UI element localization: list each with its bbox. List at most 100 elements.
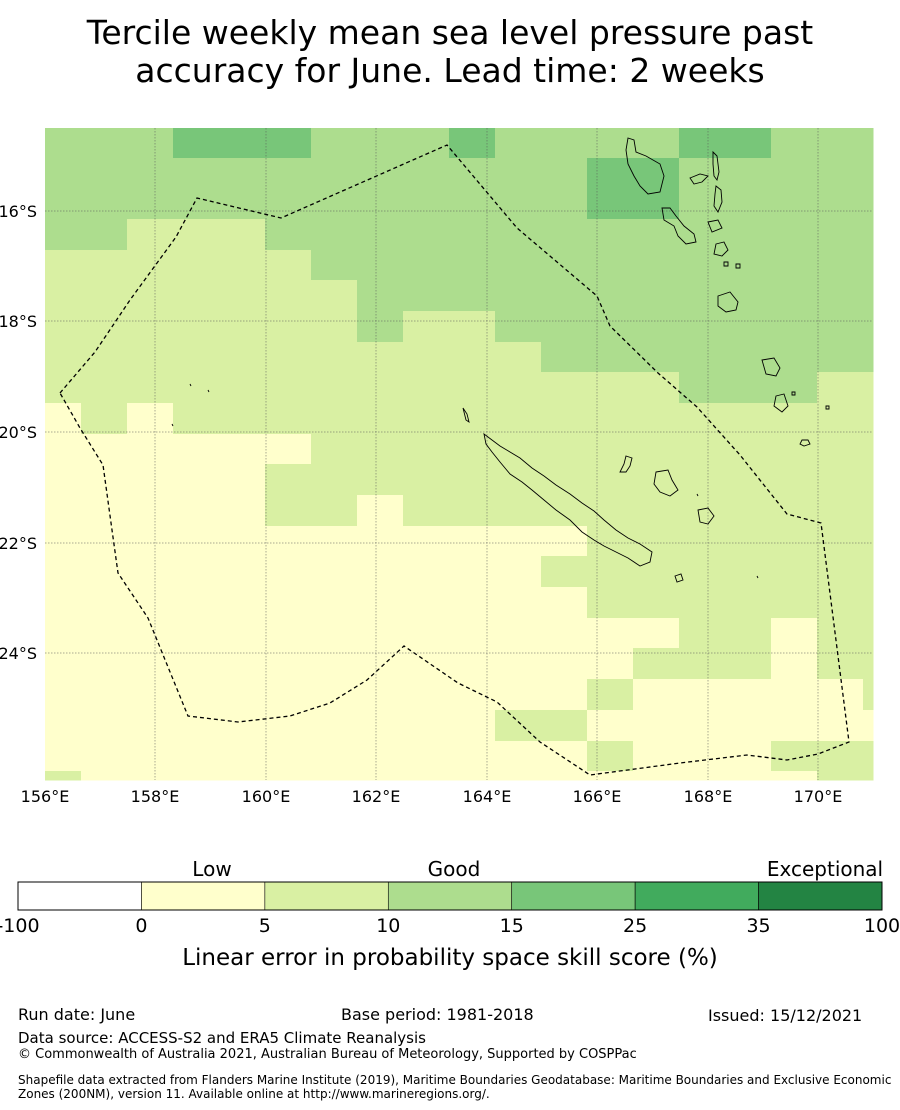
skill-grid-cell [587,679,634,711]
skill-grid-cell [173,158,220,189]
skill-grid-cell [541,434,588,465]
skill-grid-cell [679,250,726,281]
skill-grid-cell [771,280,818,312]
skill-grid-cell [45,679,82,711]
skill-grid-cell [127,372,174,404]
skill-grid-cell [127,342,174,373]
skill-grid-cell [311,771,358,781]
skill-grid-cell [357,342,404,373]
skill-grid-cell [633,188,680,220]
skill-grid-cell [725,587,772,619]
skill-grid-cell [679,219,726,251]
skill-grid-cell [817,128,864,159]
skill-grid-cell [173,741,220,772]
epi-island [713,241,729,257]
skill-grid-cell [495,771,542,781]
skill-grid-cell [541,403,588,435]
skill-grid-cell [771,679,818,711]
skill-grid-cell [817,618,864,649]
espiritu-santo [625,137,665,195]
skill-grid-cell [449,128,496,159]
colorbar-category-exceptional: Exceptional [767,857,883,881]
skill-grid-cell [173,587,220,619]
skill-grid-cell [357,188,404,220]
skill-grid-cell [587,128,634,159]
skill-grid-cell [173,464,220,496]
isle-of-pines [674,573,684,583]
skill-grid-cell [771,556,818,588]
skill-grid-cell [541,188,588,220]
skill-grid-cell [173,771,220,781]
skill-grid-cell [725,556,772,588]
skill-grid-cell [219,250,266,281]
colorbar-swatch [634,881,759,911]
skill-grid-cell [219,434,266,465]
skill-grid-cell [127,526,174,557]
skill-grid-cell [219,311,266,343]
skill-grid-cell [127,128,174,159]
skill-grid-cell [587,710,634,742]
lat-tick: 16°S [0,202,37,221]
skill-grid-cell [633,311,680,343]
skill-grid-cell [311,311,358,343]
skill-grid-cell [679,556,726,588]
skill-grid-cell [449,464,496,496]
skill-grid-cell [357,556,404,588]
skill-grid-cell [173,128,220,159]
skill-grid-cell [45,434,82,465]
skill-grid-cell [311,710,358,742]
skill-grid-cell [725,403,772,435]
skill-grid-cell [725,679,772,711]
skill-grid-cell [633,526,680,557]
skill-grid-cell [357,250,404,281]
skill-grid-cell [81,342,128,373]
skill-grid-cell [45,495,82,527]
skill-grid-cell [495,219,542,251]
skill-grid-cell [311,158,358,189]
run-date: Run date: June [18,1005,136,1024]
skill-grid-cell [311,741,358,772]
chart-title: Tercile weekly mean sea level pressure p… [0,14,900,90]
skill-grid-cell [173,311,220,343]
skill-grid-cell [357,464,404,496]
skill-grid-cell [725,434,772,465]
skill-grid-cell [587,280,634,312]
skill-grid-cell [725,158,772,189]
skill-grid-cell [45,556,82,588]
lat-tick: 22°S [0,534,37,553]
skill-grid-cell [265,526,312,557]
skill-grid-cell [633,495,680,527]
skill-grid-cell [173,679,220,711]
map-figure: 156°E 158°E 160°E 162°E 164°E 166°E 168°… [0,128,900,971]
skill-grid-cell [311,372,358,404]
skill-grid-cell [173,219,220,251]
skill-grid-cell [725,188,772,220]
skill-grid-cell [679,771,726,781]
malekula-island [661,207,697,245]
lat-tick: 24°S [0,644,37,663]
skill-grid-cell [633,280,680,312]
skill-grid-cell [449,587,496,619]
skill-grid-cell [817,158,864,189]
skill-grid-cell [45,158,82,189]
skill-grid-cell [219,219,266,251]
skill-grid-cell [311,188,358,220]
colorbar-tick-label: 100 [864,915,900,937]
skill-grid-cell [541,158,588,189]
skill-grid-cell [127,250,174,281]
skill-grid-cell [679,188,726,220]
skill-grid-cell [311,526,358,557]
colorbar-title: Linear error in probability space skill … [182,945,718,971]
skill-grid-cell [81,158,128,189]
skill-grid-cell [587,311,634,343]
skill-grid-cell [265,618,312,649]
skill-grid-cell [633,771,680,781]
skill-grid-cell [449,372,496,404]
skill-grid-cell [127,618,174,649]
title-line-1: Tercile weekly mean sea level pressure p… [86,13,814,52]
skill-grid-cell [403,403,450,435]
skill-grid-cell [81,128,128,159]
skill-grid-cell [45,464,82,496]
skill-grid-cell [725,280,772,312]
skill-grid-cell [265,741,312,772]
